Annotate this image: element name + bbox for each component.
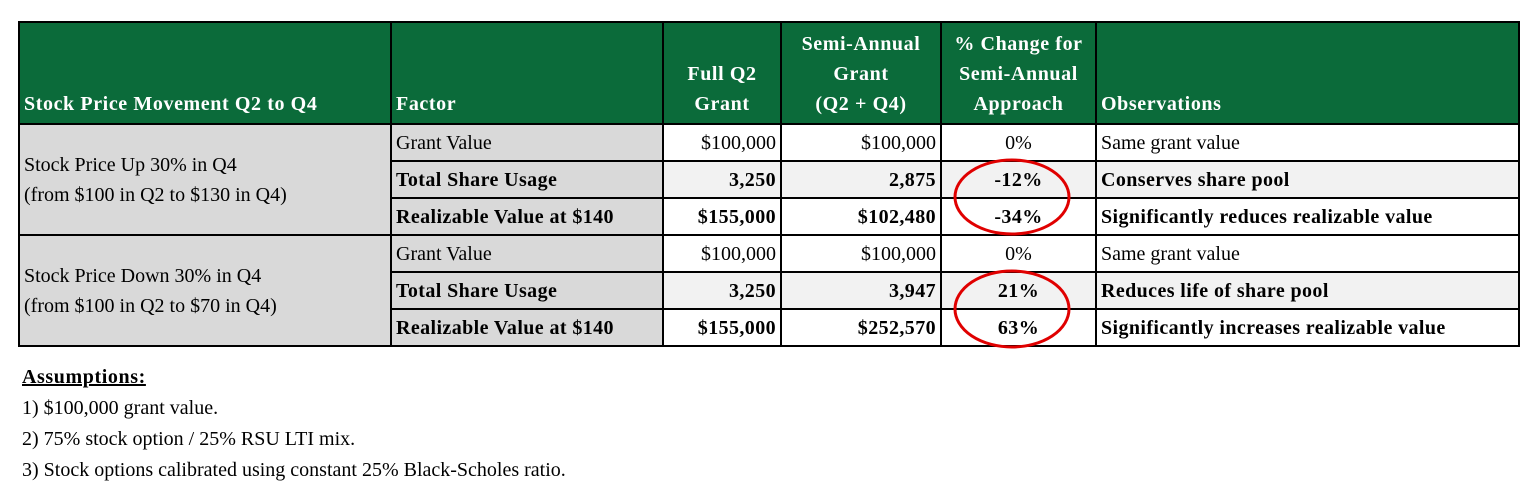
observation-cell: Same grant value [1095,123,1520,162]
assumptions-title: Assumptions: [22,366,146,388]
observation-cell: Same grant value [1095,234,1520,273]
full-q2-cell: 3,250 [662,271,782,310]
pct-change-cell: 21% [940,271,1097,310]
full-q2-cell: $100,000 [662,123,782,162]
assumption-item: 3) Stock options calibrated using consta… [22,459,566,481]
full-q2-cell: $155,000 [662,197,782,236]
table-row: Stock Price Down 30% in Q4 (from $100 in… [18,234,1520,347]
factor-cell: Grant Value [390,123,664,162]
assumption-item: 1) $100,000 grant value. [22,397,219,419]
full-q2-cell: $100,000 [662,234,782,273]
observation-cell: Significantly increases realizable value [1095,308,1520,347]
table-row: Realizable Value at $140 $155,000 $252,5… [19,308,1520,347]
semi-annual-cell: 3,947 [780,271,942,310]
header-full-q2: Full Q2 Grant [662,21,782,125]
grant-comparison-table: Stock Price Movement Q2 to Q4 Factor Ful… [18,21,1520,347]
header-observations: Observations [1095,21,1520,125]
observation-cell: Significantly reduces realizable value [1095,197,1520,236]
pct-change-cell: 0% [940,123,1097,162]
factor-cell: Realizable Value at $140 [390,308,664,347]
factor-cell: Total Share Usage [390,271,664,310]
observation-cell: Conserves share pool [1095,160,1520,199]
pct-change-cell: 0% [940,234,1097,273]
semi-annual-cell: $100,000 [780,234,942,273]
table-row: Stock Price Up 30% in Q4 (from $100 in Q… [18,123,1520,236]
pct-change-cell: -12% [940,160,1097,199]
assumptions-section: Assumptions: 1) $100,000 grant value. 2)… [22,362,566,486]
factor-cell: Realizable Value at $140 [390,197,664,236]
header-row: Stock Price Movement Q2 to Q4 Factor Ful… [18,21,1520,125]
full-q2-cell: $155,000 [662,308,782,347]
full-q2-cell: 3,250 [662,160,782,199]
header-movement: Stock Price Movement Q2 to Q4 [18,21,392,125]
semi-annual-cell: $100,000 [780,123,942,162]
pct-change-cell: -34% [940,197,1097,236]
observation-cell: Reduces life of share pool [1095,271,1520,310]
semi-annual-cell: $252,570 [780,308,942,347]
header-factor: Factor [390,21,664,125]
pct-change-cell: 63% [940,308,1097,347]
table-row: Total Share Usage 3,250 2,875 -12% Conse… [19,160,1520,199]
header-semi-annual: Semi-Annual Grant (Q2 + Q4) [780,21,942,125]
semi-annual-cell: $102,480 [780,197,942,236]
assumption-item: 2) 75% stock option / 25% RSU LTI mix. [22,428,356,450]
factor-cell: Grant Value [390,234,664,273]
semi-annual-cell: 2,875 [780,160,942,199]
header-pct-change: % Change for Semi-Annual Approach [940,21,1097,125]
scenario-label-down: Stock Price Down 30% in Q4 (from $100 in… [18,234,392,347]
factor-cell: Total Share Usage [390,160,664,199]
scenario-label-up: Stock Price Up 30% in Q4 (from $100 in Q… [18,123,392,236]
